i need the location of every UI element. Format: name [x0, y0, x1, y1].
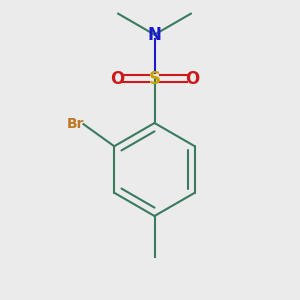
Text: N: N: [148, 26, 161, 44]
Text: O: O: [185, 70, 199, 88]
Text: Br: Br: [67, 117, 85, 131]
Text: S: S: [148, 70, 160, 88]
Text: O: O: [110, 70, 124, 88]
